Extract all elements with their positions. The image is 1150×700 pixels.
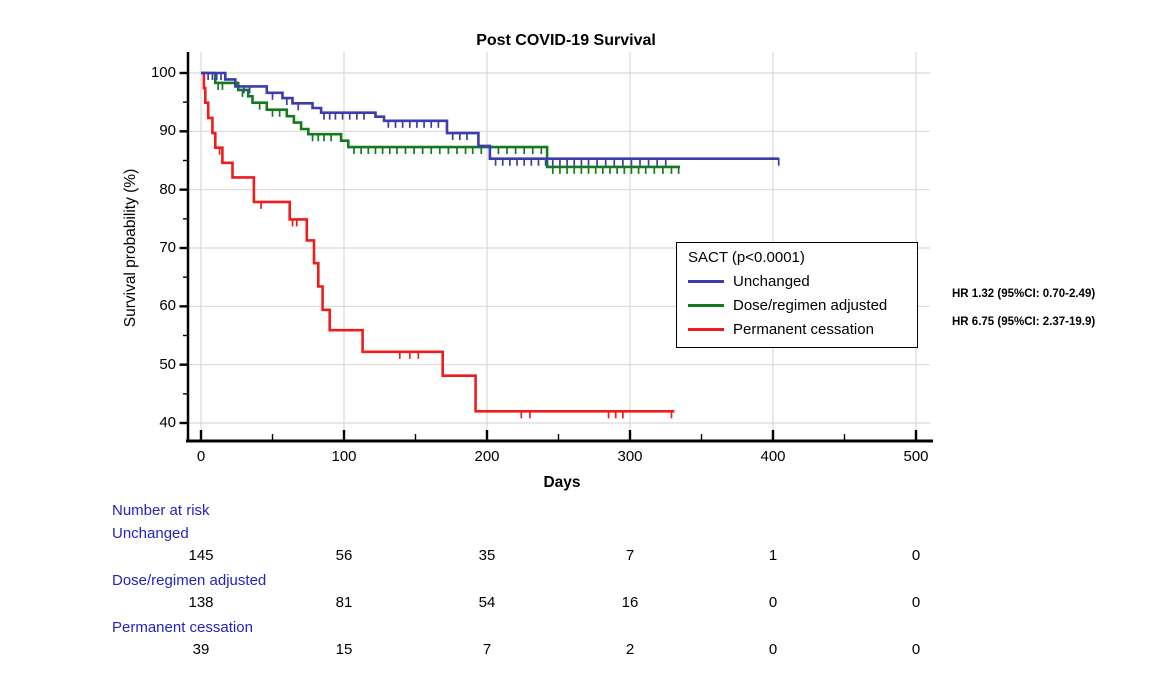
risk-count: 39 [192,641,210,658]
risk-count: 16 [621,594,639,611]
risk-count: 35 [478,547,496,564]
survival-curve-permanent-cessation [201,71,675,413]
risk-count: 0 [911,594,921,611]
risk-count: 0 [768,594,778,611]
legend-item-label: Permanent cessation [733,321,874,338]
risk-group-label-permanent-cessation: Permanent cessation [112,619,253,636]
risk-count: 15 [335,641,353,658]
risk-count: 138 [188,594,214,611]
risk-count: 54 [478,594,496,611]
dose-adjusted-line-swatch [688,303,724,308]
hazard-ratio-note-1: HR 1.32 (95%CI: 0.70-2.49) [952,288,1096,300]
y-tick-label: 70 [159,238,176,256]
risk-group-label-dose-adjusted: Dose/regimen adjusted [112,572,267,589]
x-tick-label: 400 [760,448,786,465]
x-axis-label: Days [543,474,581,491]
x-tick-label: 200 [474,448,500,465]
x-tick-label: 500 [903,448,929,465]
x-tick-label: 300 [617,448,643,465]
survival-curve-dose-regimen-adjusted [201,71,680,169]
y-tick-label: 40 [159,413,176,431]
risk-count: 7 [482,641,492,658]
y-tick-label: 50 [159,355,176,373]
risk-count: 2 [625,641,635,658]
risk-count: 7 [625,547,635,564]
risk-count: 0 [911,641,921,658]
permanent-cessation-line-swatch [688,327,724,332]
risk-count: 0 [768,641,778,658]
risk-count: 145 [188,547,214,564]
legend-item-unchanged: Unchanged [688,273,909,290]
hazard-ratio-note-2: HR 6.75 (95%CI: 2.37-19.9) [952,316,1096,328]
legend-item-label: Dose/regimen adjusted [733,297,888,314]
y-axis-label: Survival probability (%) [122,168,139,328]
risk-count: 56 [335,547,353,564]
risk-count: 0 [911,547,921,564]
legend-item-label: Unchanged [733,273,810,290]
y-tick-label: 100 [150,64,176,81]
number-at-risk-header: Number at risk [112,502,210,519]
y-tick-label: 60 [159,297,176,315]
risk-count: 81 [335,594,353,611]
legend-title: SACT (p<0.0001) [688,249,805,266]
risk-group-label-unchanged: Unchanged [112,525,189,542]
legend-box: SACT (p<0.0001) Unchanged Dose/regimen a… [676,242,918,348]
legend-item-dose-adjusted: Dose/regimen adjusted [688,297,909,314]
unchanged-line-swatch [688,279,724,284]
y-tick-label: 90 [159,122,176,140]
survival-curve-unchanged [201,71,779,160]
y-tick-label: 80 [159,180,176,198]
x-tick-label: 100 [331,448,357,465]
legend-item-permanent-cessation: Permanent cessation [688,321,909,338]
x-tick-label: 0 [196,448,206,465]
risk-count: 1 [768,547,778,564]
chart-title: Post COVID-19 Survival [476,32,656,49]
